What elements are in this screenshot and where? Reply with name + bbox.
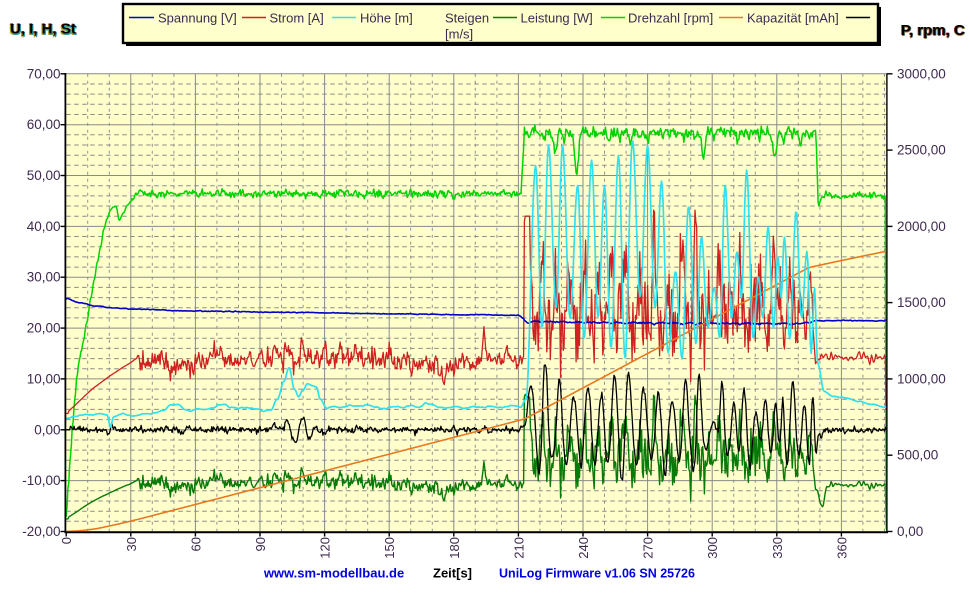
svg-text:40,00: 40,00 bbox=[27, 219, 61, 234]
svg-text:P, rpm, C: P, rpm, C bbox=[901, 23, 965, 40]
svg-text:Zeit[s]: Zeit[s] bbox=[433, 566, 472, 581]
svg-text:300: 300 bbox=[705, 537, 720, 559]
svg-text:2500,00: 2500,00 bbox=[897, 143, 946, 158]
svg-text:240: 240 bbox=[576, 537, 591, 559]
svg-text:500,00: 500,00 bbox=[897, 448, 938, 463]
svg-text:-10,00: -10,00 bbox=[22, 473, 60, 488]
svg-text:60: 60 bbox=[188, 537, 203, 551]
svg-text:P, rpm, C: P, rpm, C bbox=[902, 23, 966, 40]
svg-text:30: 30 bbox=[124, 537, 139, 551]
svg-text:3000,00: 3000,00 bbox=[897, 66, 946, 81]
svg-text:0: 0 bbox=[59, 537, 74, 544]
svg-text:U, I, H, St: U, I, H, St bbox=[9, 21, 75, 38]
svg-text:Strom [A]: Strom [A] bbox=[270, 11, 324, 26]
svg-text:P, rpm, C: P, rpm, C bbox=[900, 22, 964, 39]
svg-text:Steigen: Steigen bbox=[445, 11, 489, 26]
svg-text:10,00: 10,00 bbox=[27, 371, 61, 386]
svg-text:U, I, H, St: U, I, H, St bbox=[9, 22, 75, 39]
svg-text:150: 150 bbox=[382, 537, 397, 559]
svg-text:2000,00: 2000,00 bbox=[897, 219, 946, 234]
svg-text:-20,00: -20,00 bbox=[22, 524, 60, 539]
svg-text:[m/s]: [m/s] bbox=[445, 27, 473, 42]
svg-text:U, I, H, St: U, I, H, St bbox=[11, 22, 77, 39]
svg-text:Höhe [m]: Höhe [m] bbox=[360, 11, 413, 26]
svg-text:U, I, H, St: U, I, H, St bbox=[11, 21, 77, 38]
svg-text:Kapazität [mAh]: Kapazität [mAh] bbox=[747, 11, 839, 26]
svg-text:0,00: 0,00 bbox=[897, 524, 923, 539]
svg-text:120: 120 bbox=[318, 537, 333, 559]
svg-text:60,00: 60,00 bbox=[27, 117, 61, 132]
svg-text:1500,00: 1500,00 bbox=[897, 295, 946, 310]
svg-text:70,00: 70,00 bbox=[27, 66, 61, 81]
svg-text:Spannung [V]: Spannung [V] bbox=[158, 11, 237, 26]
svg-text:0,00: 0,00 bbox=[34, 422, 60, 437]
svg-text:90: 90 bbox=[253, 537, 268, 551]
svg-text:Drehzahl [rpm]: Drehzahl [rpm] bbox=[628, 11, 713, 26]
svg-text:UniLog Firmware v1.06 SN 25726: UniLog Firmware v1.06 SN 25726 bbox=[499, 567, 695, 581]
svg-text:330: 330 bbox=[770, 537, 785, 559]
svg-text:20,00: 20,00 bbox=[27, 321, 61, 336]
svg-text:Leistung [W]: Leistung [W] bbox=[521, 11, 593, 26]
svg-text:270: 270 bbox=[641, 537, 656, 559]
svg-text:www.sm-modellbau.de: www.sm-modellbau.de bbox=[263, 566, 404, 581]
svg-text:U, I, H, St: U, I, H, St bbox=[10, 21, 76, 38]
svg-text:1000,00: 1000,00 bbox=[897, 371, 946, 386]
svg-text:P, rpm, C: P, rpm, C bbox=[901, 22, 965, 39]
svg-text:50,00: 50,00 bbox=[27, 168, 61, 183]
svg-text:210: 210 bbox=[511, 537, 526, 559]
svg-text:360: 360 bbox=[834, 537, 849, 559]
svg-text:30,00: 30,00 bbox=[27, 270, 61, 285]
svg-text:180: 180 bbox=[447, 537, 462, 559]
